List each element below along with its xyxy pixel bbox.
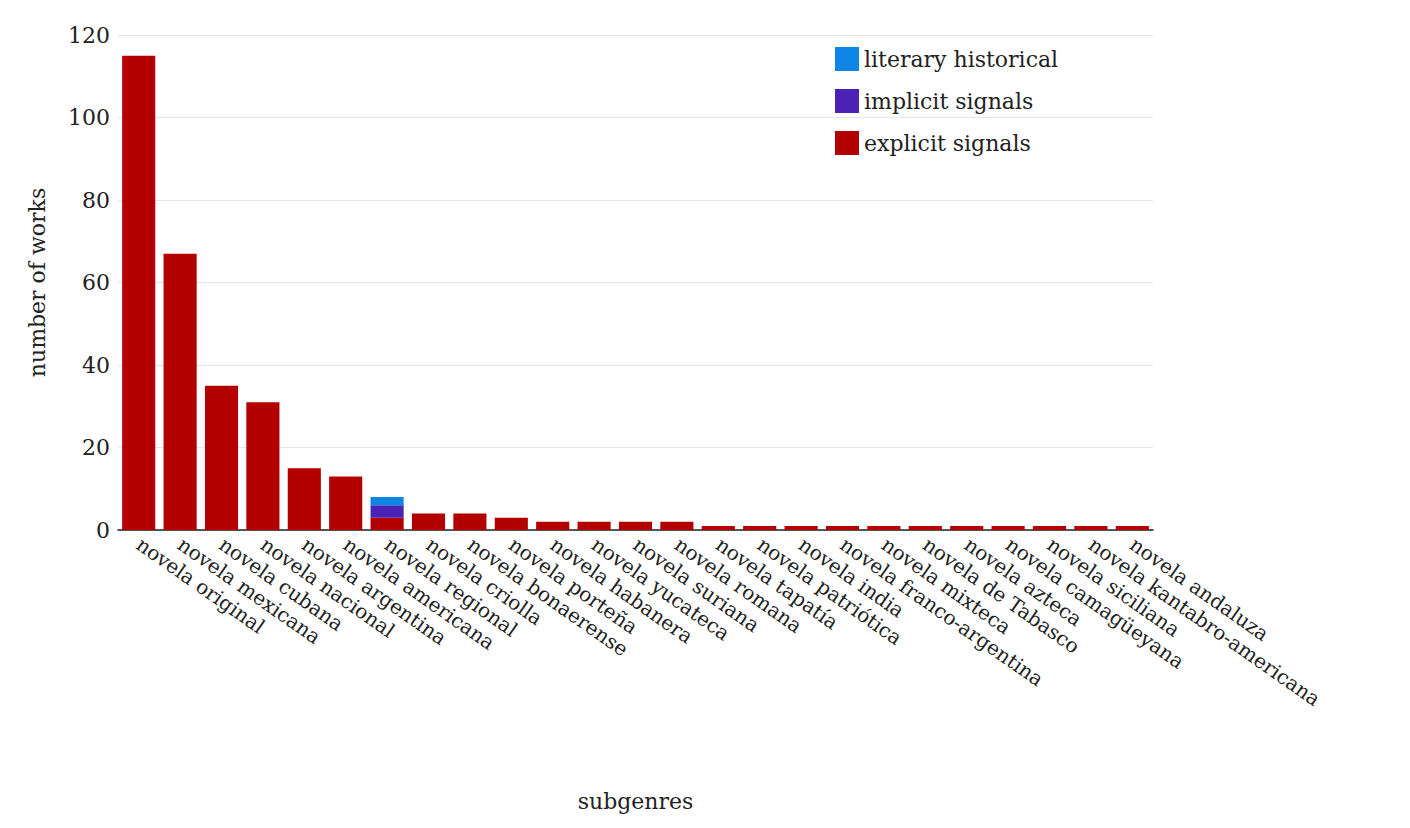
svg-text:novela americana: novela americana xyxy=(338,532,500,655)
svg-text:novela criolla: novela criolla xyxy=(421,532,548,631)
svg-text:number of works: number of works xyxy=(25,188,50,377)
svg-text:novela argentina: novela argentina xyxy=(297,532,452,650)
svg-text:novela azteca: novela azteca xyxy=(959,532,1087,632)
svg-text:novela india: novela india xyxy=(794,532,909,623)
svg-text:novela original: novela original xyxy=(131,532,270,639)
svg-text:novela tapatía: novela tapatía xyxy=(711,532,843,635)
svg-text:novela patriótica: novela patriótica xyxy=(752,532,907,650)
svg-text:subgenres: subgenres xyxy=(578,789,694,814)
svg-text:80: 80 xyxy=(82,188,110,213)
svg-text:novela franco-argentina: novela franco-argentina xyxy=(835,532,1049,692)
svg-text:novela bonaerense: novela bonaerense xyxy=(463,532,633,662)
svg-text:novela regional: novela regional xyxy=(380,532,523,642)
svg-text:novela de Tabasco: novela de Tabasco xyxy=(918,532,1085,659)
svg-text:novela suriana: novela suriana xyxy=(628,532,765,638)
svg-text:literary historical: literary historical xyxy=(864,47,1058,72)
svg-text:novela habanera: novela habanera xyxy=(545,532,698,649)
svg-text:novela andaluza: novela andaluza xyxy=(1125,532,1273,646)
svg-text:novela siciliana: novela siciliana xyxy=(1042,532,1185,642)
svg-text:novela porteña: novela porteña xyxy=(504,532,643,639)
svg-text:40: 40 xyxy=(82,353,110,378)
svg-text:20: 20 xyxy=(82,435,110,460)
svg-text:novela romana: novela romana xyxy=(670,532,807,638)
svg-text:novela nacional: novela nacional xyxy=(256,532,400,643)
svg-text:novela cubana: novela cubana xyxy=(214,532,349,636)
svg-text:novela kantabro-americana: novela kantabro-americana xyxy=(1084,532,1325,711)
svg-text:0: 0 xyxy=(96,518,110,543)
svg-text:explicit signals: explicit signals xyxy=(864,131,1031,156)
svg-text:100: 100 xyxy=(68,105,110,130)
svg-text:120: 120 xyxy=(68,23,110,48)
svg-text:novela mixteca: novela mixteca xyxy=(877,532,1016,640)
svg-text:novela camagüeyana: novela camagüeyana xyxy=(1001,532,1189,674)
svg-text:novela mexicana: novela mexicana xyxy=(173,532,326,649)
svg-text:implicit signals: implicit signals xyxy=(864,89,1033,114)
svg-text:60: 60 xyxy=(82,270,110,295)
svg-text:novela yucateca: novela yucateca xyxy=(587,532,735,646)
